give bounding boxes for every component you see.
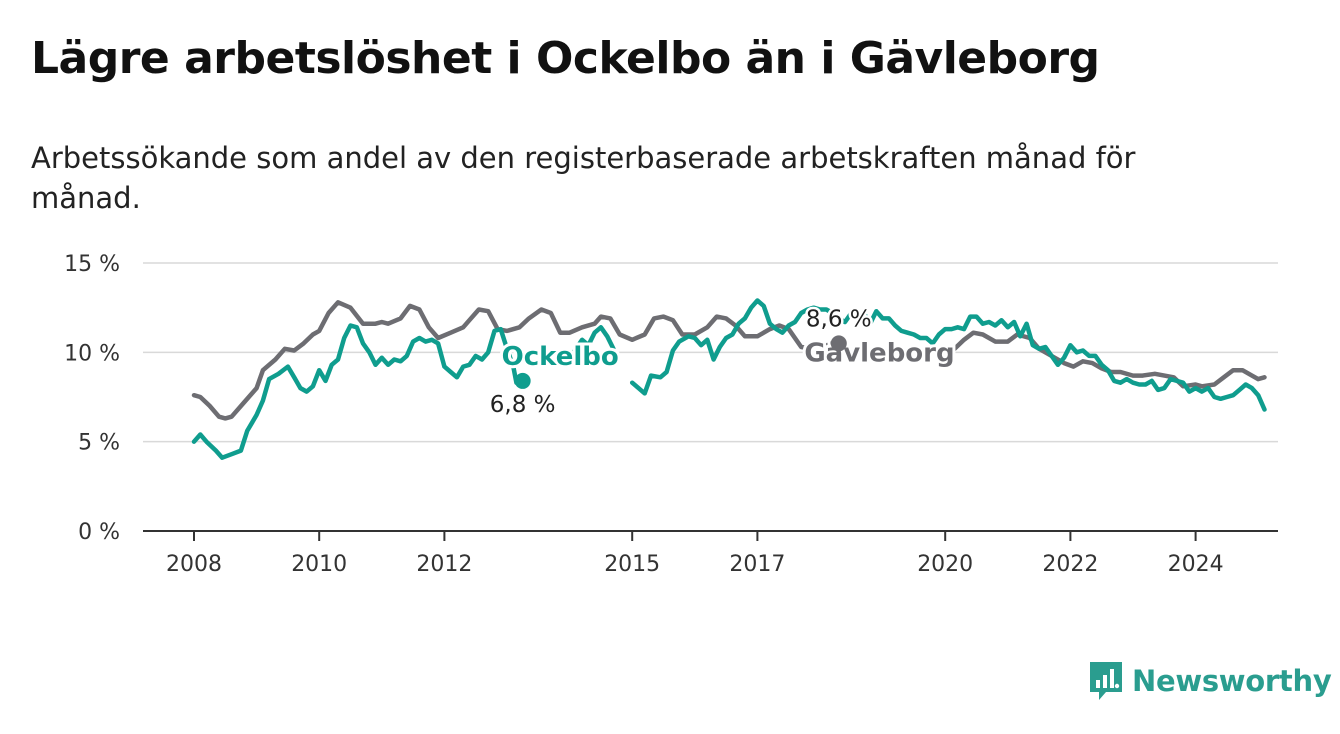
x-tick-label: 2020: [917, 552, 973, 577]
chart-subtitle: Arbetssökande som andel av den registerb…: [31, 141, 1136, 215]
end-markers: 8,6 % 6,8 %: [487, 304, 874, 421]
series-annotation: Gävleborg: [804, 338, 954, 368]
series-line: [191, 323, 525, 460]
series-annotation: Ockelbo: [502, 342, 619, 372]
x-tick-label: 2012: [416, 552, 472, 577]
x-tick-label: 2008: [166, 552, 222, 577]
series-lines: [191, 298, 1267, 460]
y-tick-label: 10 %: [64, 341, 120, 366]
newsworthy-logo-icon: [1090, 662, 1122, 700]
y-axis-ticks: 0 % 5 % 10 % 15 %: [64, 252, 120, 545]
y-tick-label: 15 %: [64, 252, 120, 277]
series-line: [629, 298, 1267, 412]
x-tick-label: 2024: [1168, 552, 1224, 577]
newsworthy-logo: Newsworthy: [1088, 660, 1332, 702]
series-line: [942, 330, 1267, 389]
series-line: [567, 325, 616, 360]
series-annotations: Ockelbo Gävleborg: [499, 335, 958, 375]
end-point: [830, 335, 847, 352]
x-tick-label: 2017: [729, 552, 785, 577]
end-value-label: 6,8 %: [490, 392, 556, 418]
x-axis: 2008 2010 2012 2015 2017 2020 2022 2024: [143, 530, 1278, 577]
x-tick-label: 2022: [1042, 552, 1098, 577]
end-point: [514, 372, 531, 389]
brand-name: Newsworthy: [1132, 664, 1332, 698]
end-value-label: 8,6 %: [806, 306, 872, 332]
y-tick-label: 0 %: [78, 520, 120, 545]
y-tick-label: 5 %: [78, 431, 120, 456]
chart-title: Lägre arbetslöshet i Ockelbo än i Gävleb…: [31, 33, 1100, 84]
x-tick-label: 2010: [291, 552, 347, 577]
x-tick-label: 2015: [604, 552, 660, 577]
